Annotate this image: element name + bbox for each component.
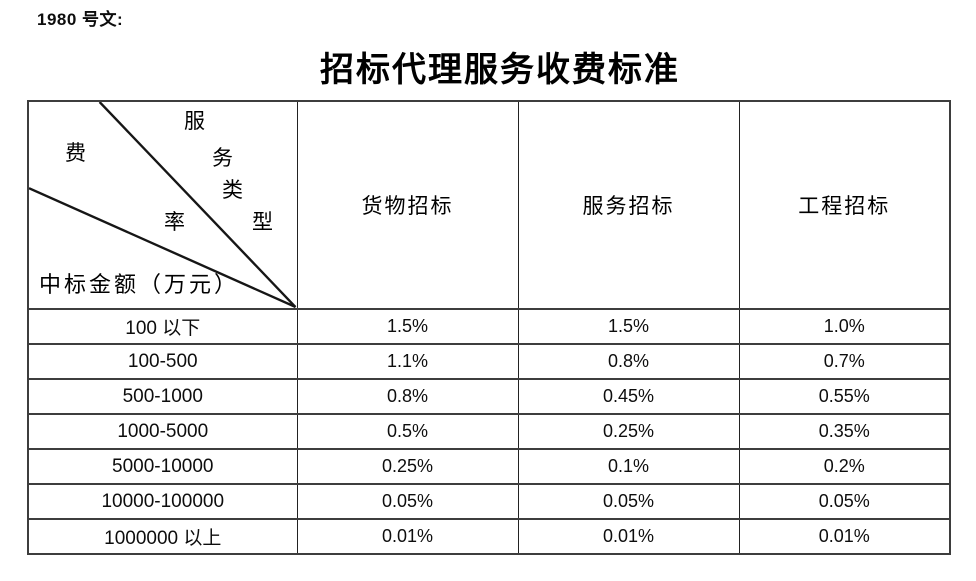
table-row: 1000000 以上 0.01% 0.01% 0.01%: [27, 518, 951, 555]
corner-label-rate-char: 率: [164, 210, 185, 234]
table-row: 100 以下 1.5% 1.5% 1.0%: [27, 308, 951, 345]
table-row: 5000-10000 0.25% 0.1% 0.2%: [27, 448, 951, 485]
corner-label-service-type-char: 类: [222, 178, 243, 202]
table-row: 500-1000 0.8% 0.45% 0.55%: [27, 378, 951, 415]
rate-cell: 1.5%: [296, 308, 519, 345]
row-label-amount-range: 1000-5000: [27, 413, 298, 450]
doc-reference: 1980 号文:: [37, 10, 124, 29]
corner-label-service-type-char: 型: [252, 210, 273, 234]
rate-cell: 1.0%: [738, 308, 951, 345]
rate-cell: 0.8%: [296, 378, 519, 415]
rate-cell: 0.25%: [517, 413, 740, 450]
header-row: 服 费 务 类 率 型 中标金额（万元） 货物招标 服务招标 工程招标: [27, 100, 951, 310]
rate-cell: 1.5%: [517, 308, 740, 345]
fee-table: 服 费 务 类 率 型 中标金额（万元） 货物招标 服务招标 工程招标 100 …: [27, 100, 951, 555]
table-row: 100-500 1.1% 0.8% 0.7%: [27, 343, 951, 380]
rate-cell: 0.55%: [738, 378, 951, 415]
rate-cell: 0.7%: [738, 343, 951, 380]
row-label-amount-range: 100-500: [27, 343, 298, 380]
rate-cell: 0.01%: [738, 518, 951, 555]
rate-cell: 0.01%: [296, 518, 519, 555]
column-header-engineering-bidding: 工程招标: [738, 100, 951, 310]
page-title: 招标代理服务收费标准: [320, 52, 680, 89]
corner-label-service-type-char: 服: [184, 109, 205, 133]
rate-cell: 0.05%: [517, 483, 740, 520]
row-label-amount-range: 100 以下: [27, 308, 298, 345]
table-corner-cell: 服 费 务 类 率 型 中标金额（万元）: [27, 100, 298, 310]
rate-cell: 0.25%: [296, 448, 519, 485]
rate-cell: 0.01%: [517, 518, 740, 555]
corner-label-fee-char: 费: [65, 141, 86, 165]
table-row: 1000-5000 0.5% 0.25% 0.35%: [27, 413, 951, 450]
rate-cell: 1.1%: [296, 343, 519, 380]
rate-cell: 0.8%: [517, 343, 740, 380]
diagonal-divider-lines: [29, 103, 296, 307]
corner-label-service-type-char: 务: [212, 146, 233, 170]
row-label-amount-range: 500-1000: [27, 378, 298, 415]
rate-cell: 0.45%: [517, 378, 740, 415]
rate-cell: 0.5%: [296, 413, 519, 450]
rate-cell: 0.2%: [738, 448, 951, 485]
rate-cell: 0.1%: [517, 448, 740, 485]
rate-cell: 0.05%: [738, 483, 951, 520]
column-header-service-bidding: 服务招标: [517, 100, 740, 310]
row-label-amount-range: 10000-100000: [27, 483, 298, 520]
corner-row-axis-label: 中标金额（万元）: [39, 272, 240, 297]
column-header-goods-bidding: 货物招标: [296, 100, 519, 310]
row-label-amount-range: 1000000 以上: [27, 518, 298, 555]
rate-cell: 0.35%: [738, 413, 951, 450]
row-label-amount-range: 5000-10000: [27, 448, 298, 485]
rate-cell: 0.05%: [296, 483, 519, 520]
table-row: 10000-100000 0.05% 0.05% 0.05%: [27, 483, 951, 520]
